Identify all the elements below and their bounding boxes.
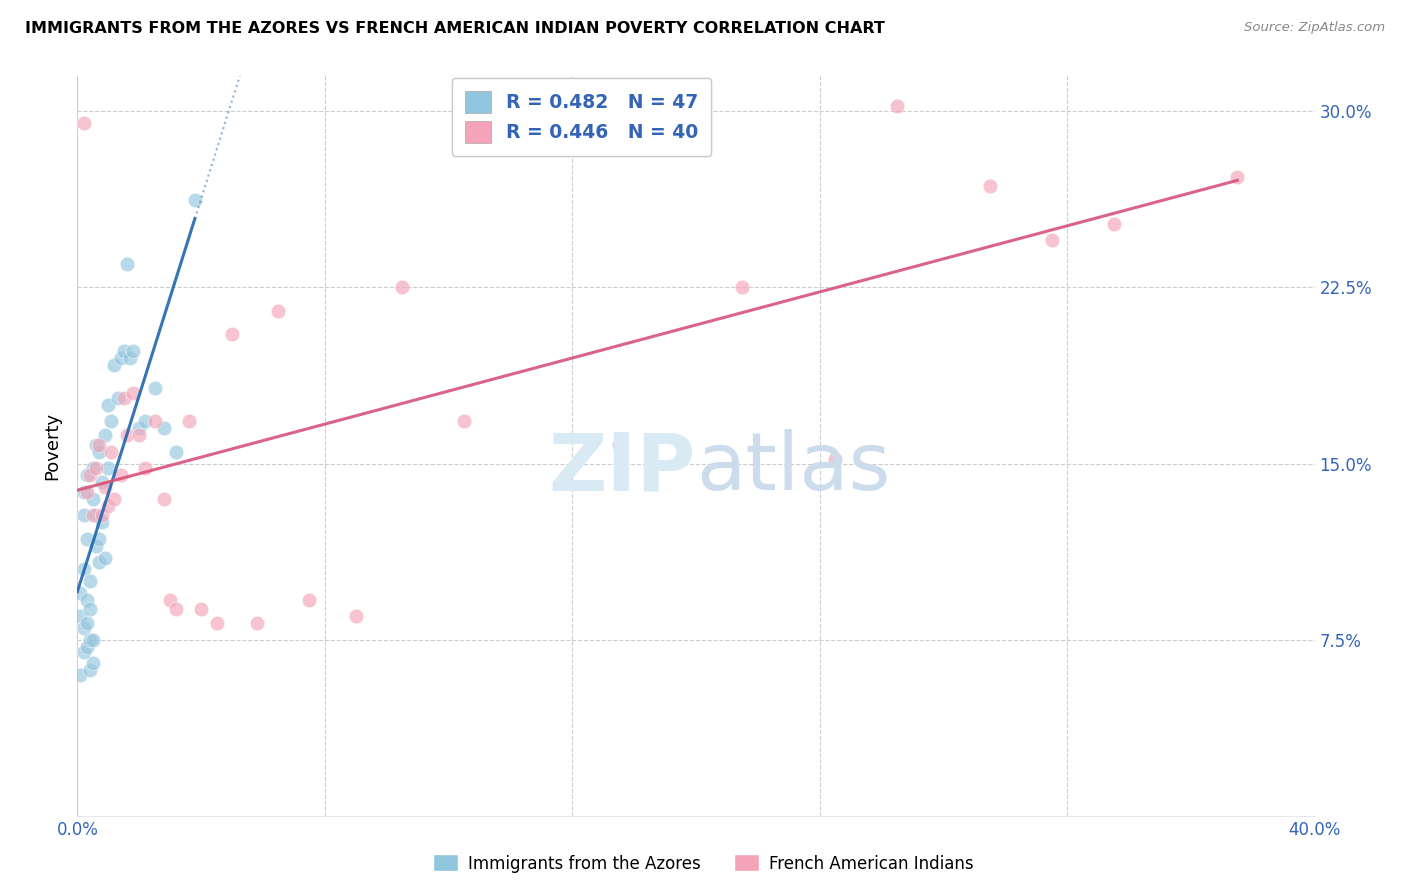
Point	[391, 280, 413, 294]
Point	[87, 438, 110, 452]
Point	[122, 386, 145, 401]
Point	[267, 303, 290, 318]
Point	[165, 445, 187, 459]
Point	[84, 438, 107, 452]
Point	[69, 609, 91, 624]
Point	[72, 621, 94, 635]
Point	[72, 562, 94, 576]
Point	[94, 550, 117, 565]
Point	[546, 139, 568, 153]
Point	[87, 532, 110, 546]
Point	[153, 421, 176, 435]
Text: atlas: atlas	[696, 429, 890, 508]
Point	[107, 391, 129, 405]
Point	[190, 602, 212, 616]
Point	[79, 632, 101, 647]
Point	[221, 327, 243, 342]
Point	[79, 664, 101, 678]
Point	[76, 640, 98, 654]
Point	[979, 179, 1001, 194]
Point	[344, 609, 367, 624]
Point	[453, 414, 475, 428]
Point	[607, 438, 630, 452]
Point	[87, 555, 110, 569]
Point	[824, 451, 846, 466]
Point	[76, 484, 98, 499]
Point	[84, 539, 107, 553]
Point	[79, 602, 101, 616]
Point	[153, 491, 176, 506]
Point	[298, 593, 321, 607]
Point	[84, 508, 107, 523]
Point	[97, 461, 120, 475]
Point	[97, 499, 120, 513]
Point	[76, 532, 98, 546]
Point	[79, 468, 101, 483]
Point	[110, 468, 132, 483]
Text: Source: ZipAtlas.com: Source: ZipAtlas.com	[1244, 21, 1385, 35]
Point	[128, 421, 150, 435]
Point	[72, 116, 94, 130]
Point	[84, 461, 107, 475]
Point	[94, 428, 117, 442]
Point	[76, 593, 98, 607]
Point	[103, 358, 125, 372]
Point	[69, 668, 91, 682]
Point	[112, 391, 135, 405]
Point	[72, 484, 94, 499]
Point	[94, 480, 117, 494]
Point	[82, 632, 104, 647]
Point	[143, 414, 166, 428]
Point	[115, 428, 138, 442]
Point	[159, 593, 181, 607]
Point	[115, 257, 138, 271]
Point	[79, 574, 101, 589]
Point	[246, 616, 269, 631]
Point	[886, 99, 908, 113]
Legend: Immigrants from the Azores, French American Indians: Immigrants from the Azores, French Ameri…	[426, 847, 980, 880]
Point	[82, 461, 104, 475]
Point	[143, 381, 166, 395]
Point	[91, 516, 114, 530]
Point	[1102, 217, 1125, 231]
Point	[76, 468, 98, 483]
Point	[91, 475, 114, 490]
Point	[69, 586, 91, 600]
Point	[1226, 169, 1249, 184]
Point	[72, 508, 94, 523]
Point	[103, 491, 125, 506]
Point	[1040, 233, 1063, 247]
Text: ZIP: ZIP	[548, 429, 696, 508]
Text: IMMIGRANTS FROM THE AZORES VS FRENCH AMERICAN INDIAN POVERTY CORRELATION CHART: IMMIGRANTS FROM THE AZORES VS FRENCH AME…	[25, 21, 886, 37]
Point	[82, 508, 104, 523]
Point	[82, 657, 104, 671]
Point	[731, 280, 754, 294]
Point	[76, 616, 98, 631]
Point	[91, 508, 114, 523]
Point	[184, 194, 207, 208]
Point	[112, 343, 135, 358]
Point	[87, 445, 110, 459]
Point	[128, 428, 150, 442]
Point	[165, 602, 187, 616]
Point	[134, 461, 156, 475]
Point	[177, 414, 200, 428]
Point	[82, 491, 104, 506]
Point	[122, 343, 145, 358]
Y-axis label: Poverty: Poverty	[44, 412, 62, 480]
Point	[100, 445, 122, 459]
Point	[118, 351, 141, 365]
Point	[134, 414, 156, 428]
Point	[72, 645, 94, 659]
Point	[110, 351, 132, 365]
Point	[205, 616, 228, 631]
Legend: R = 0.482   N = 47, R = 0.446   N = 40: R = 0.482 N = 47, R = 0.446 N = 40	[451, 78, 711, 156]
Point	[100, 414, 122, 428]
Point	[97, 398, 120, 412]
